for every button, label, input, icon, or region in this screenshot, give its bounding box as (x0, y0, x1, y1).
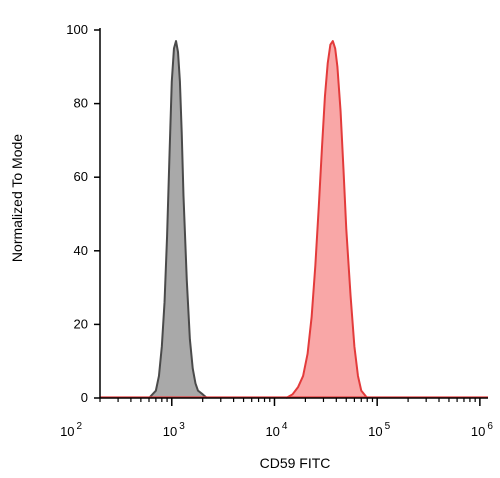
series-0-line (148, 40, 208, 399)
x-tick-exponent: 4 (282, 421, 288, 432)
y-axis-title: Normalized To Mode (9, 134, 25, 262)
y-tick-label-40: 40 (74, 243, 88, 258)
x-tick-exponent: 3 (179, 421, 185, 432)
x-tick-label-3: 10 3 (163, 421, 185, 439)
x-tick-label-5: 10 5 (368, 421, 390, 439)
x-tick-base: 10 (163, 424, 177, 439)
x-tick-base: 10 (368, 424, 382, 439)
y-tick-label-20: 20 (74, 316, 88, 331)
x-tick-exponent: 6 (487, 421, 493, 432)
x-tick-label-4: 10 4 (265, 421, 287, 439)
x-tick-base: 10 (471, 424, 485, 439)
x-tick-exponent: 2 (77, 421, 83, 432)
x-tick-base: 10 (265, 424, 279, 439)
series-layer (100, 40, 488, 399)
x-tick-label-6: 10 6 (471, 421, 493, 439)
series-0-area (149, 41, 207, 398)
x-tick-exponent: 5 (385, 421, 391, 432)
y-tick-label-60: 60 (74, 169, 88, 184)
series-1-line (285, 40, 368, 399)
x-axis-title: CD59 FITC (260, 455, 331, 471)
y-tick-label-80: 80 (74, 96, 88, 111)
x-tick-base: 10 (60, 424, 74, 439)
y-tick-label-0: 0 (81, 390, 88, 405)
x-tick-label-2: 10 2 (60, 421, 82, 439)
series-1-area (286, 41, 368, 398)
axes-layer (99, 28, 488, 399)
y-tick-label-100: 100 (66, 22, 88, 37)
